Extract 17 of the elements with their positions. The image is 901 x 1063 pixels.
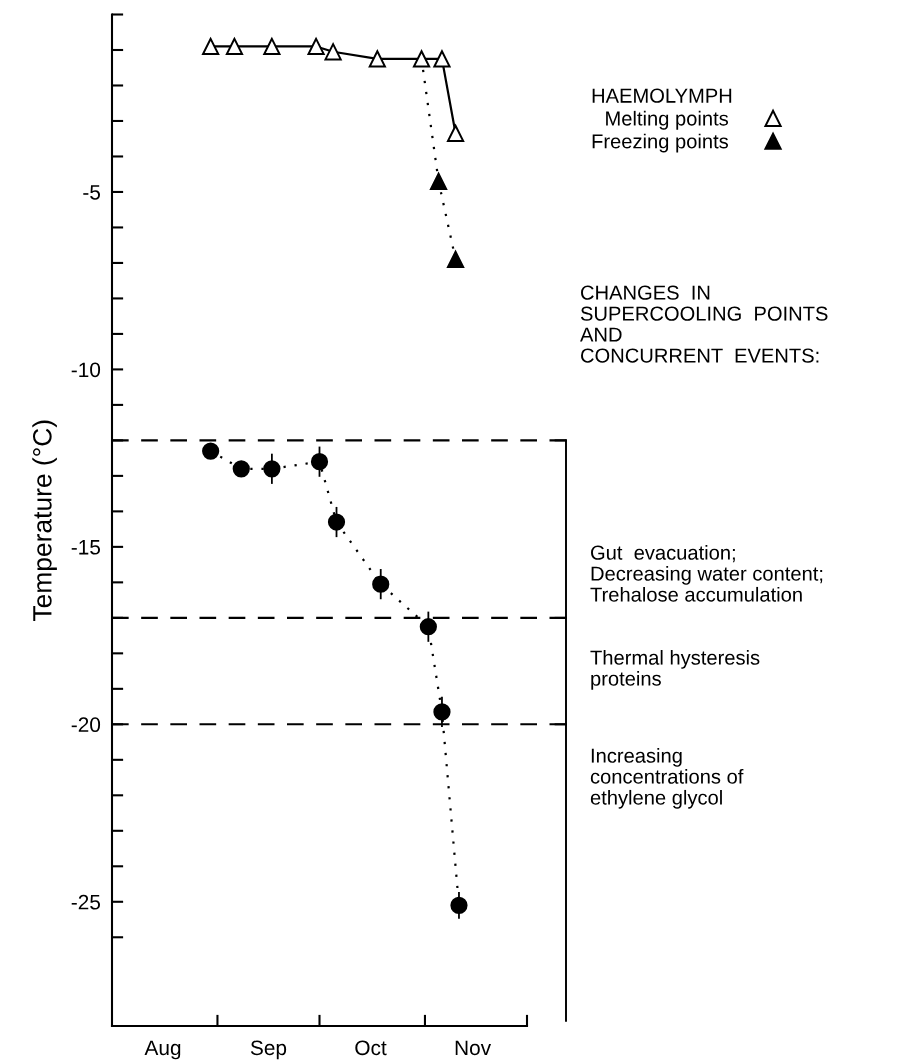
y-axis-title: Temperature (°C) <box>32 420 57 621</box>
text: CHANGES IN SUPERCOOLING POINTS AND CONCURRENT EVENTS: <box>580 285 828 363</box>
y-tick-label: -10 <box>71 362 101 378</box>
text: Increasing concentrations of ethylene glycol <box>590 748 744 809</box>
y-tick-label: -15 <box>71 540 101 555</box>
x-tick-label: Sep <box>250 1040 287 1060</box>
x-tick-label: Aug <box>144 1040 181 1060</box>
y-tick-label: -25 <box>71 894 101 910</box>
legend-label: Freezing points <box>592 133 729 153</box>
x-tick-label: Nov <box>455 1040 492 1056</box>
legend-title: HAEMOLYMPH <box>592 88 732 103</box>
legend-label: Melting points <box>606 110 729 130</box>
y-tick-label: -20 <box>71 717 101 733</box>
text: Thermal hysteresis proteins <box>590 650 760 690</box>
text: Gut evacuation; Decreasing water content; Trehalose accumulation <box>590 545 823 602</box>
x-tick-label: Oct <box>355 1040 387 1056</box>
y-tick-label: -5 <box>83 185 101 200</box>
